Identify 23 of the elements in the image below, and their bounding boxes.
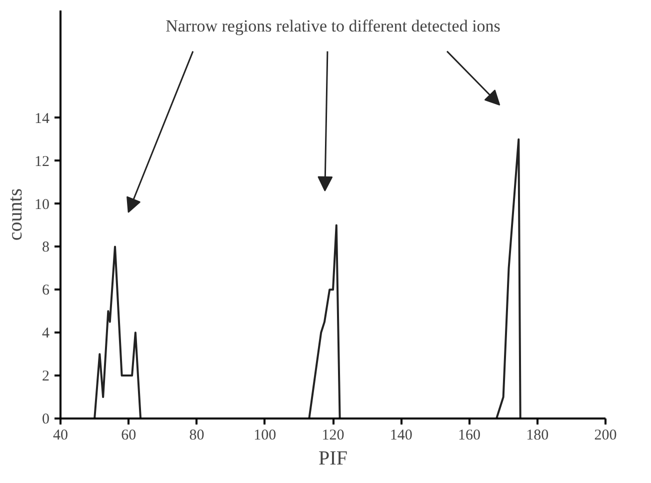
y-tick-label: 4 (42, 326, 50, 342)
y-tick-label: 10 (34, 196, 50, 213)
x-tick-label: 140 (390, 428, 412, 444)
y-tick-label: 12 (34, 154, 50, 170)
line-series (94, 246, 142, 418)
x-axis-title: PIF (318, 448, 348, 470)
y-tick-label: 6 (42, 282, 50, 299)
y-tick-label: 14 (34, 110, 50, 127)
x-tick-label: 160 (458, 428, 480, 444)
y-axis-title: counts (4, 188, 26, 241)
x-tick-label: 180 (526, 428, 549, 444)
y-tick-label: 2 (42, 368, 50, 385)
x-tick-label: 80 (189, 428, 204, 444)
y-tick-label: 0 (42, 412, 50, 428)
annotation: Narrow regions relative to different detected ions (166, 16, 500, 36)
x-tick-label: 120 (322, 428, 344, 444)
line-series (496, 138, 522, 418)
x-tick-label: 200 (594, 428, 617, 444)
x-tick-label: 60 (121, 428, 136, 444)
x-tick-label: 40 (53, 428, 68, 444)
line-series (308, 224, 341, 418)
y-tick-label: 8 (42, 240, 50, 256)
x-tick-label: 100 (254, 428, 276, 444)
